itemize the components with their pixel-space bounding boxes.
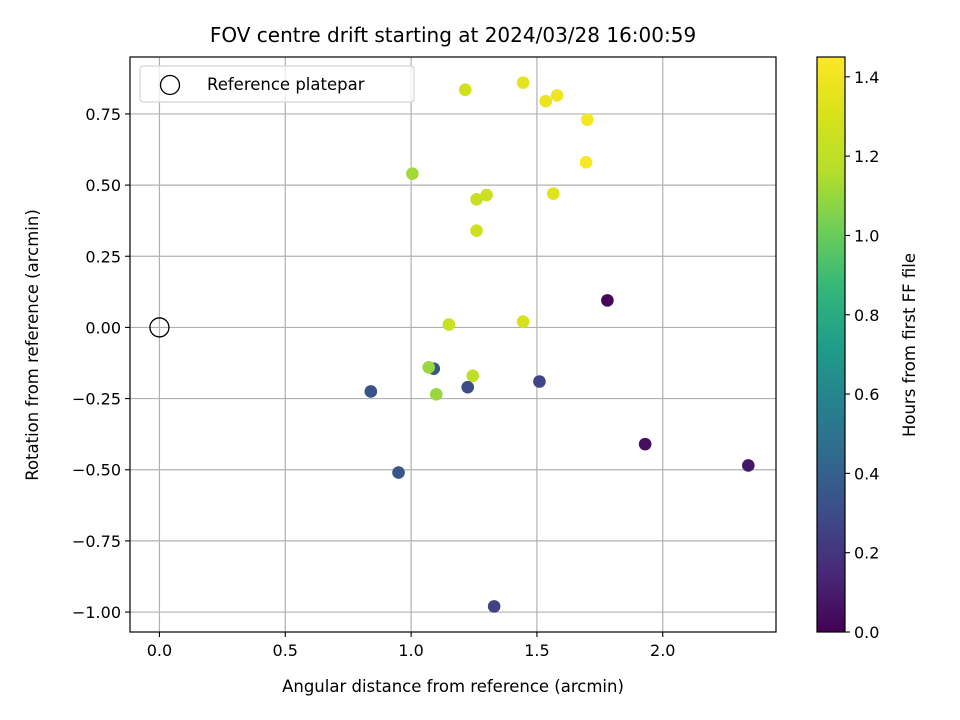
- scatter-point: [442, 318, 456, 331]
- scatter-point: [533, 375, 546, 388]
- x-tick-label: 2.0: [650, 641, 675, 660]
- scatter-point: [466, 369, 480, 383]
- y-tick-label: 0.00: [85, 318, 121, 337]
- scatter-point: [392, 466, 405, 479]
- colorbar-tick-label: 0.8: [854, 306, 879, 325]
- y-tick-label: 0.50: [85, 176, 121, 195]
- scatter-point: [470, 224, 483, 237]
- colorbar-tick-label: 1.2: [854, 147, 879, 166]
- y-tick-label: −0.75: [72, 532, 121, 551]
- y-tick-label: −0.50: [72, 461, 121, 480]
- scatter-point: [579, 156, 593, 169]
- x-tick-label: 1.5: [524, 641, 549, 660]
- colorbar-tick-label: 1.0: [854, 226, 879, 245]
- scatter-point: [580, 113, 594, 126]
- y-tick-label: 0.75: [85, 105, 121, 124]
- scatter-point: [550, 89, 564, 102]
- scatter-point: [422, 360, 436, 374]
- scatter-point: [461, 380, 475, 394]
- scatter-point: [406, 167, 419, 181]
- plot-frame: [129, 56, 777, 633]
- chart-title: FOV centre drift starting at 2024/03/28 …: [210, 23, 696, 47]
- scatter-point: [480, 188, 493, 202]
- x-axis-ticks: 0.0 0.5 1.0 1.5 2.0: [147, 632, 675, 660]
- scatter-point: [458, 83, 472, 97]
- legend-box: [139, 65, 415, 103]
- scatter-point: [742, 459, 755, 472]
- colorbar-ticks: 0.0 0.2 0.4 0.6 0.8 1.0 1.2 1.4: [845, 68, 879, 642]
- legend-marker: [159, 74, 181, 96]
- y-axis-ticks: −1.00 −0.75 −0.50 −0.25 0.00 0.25 0.50 0.75: [72, 105, 130, 622]
- scatter-point: [601, 294, 614, 307]
- scatter-point: [546, 187, 560, 200]
- scatter-point: [364, 385, 378, 398]
- colorbar-label: Hours from first FF file: [900, 253, 919, 437]
- reference-marker: [149, 317, 170, 338]
- grid-lines: [130, 57, 776, 632]
- scatter-point: [516, 315, 530, 329]
- x-tick-label: 0.5: [273, 641, 298, 660]
- colorbar-tick-label: 0.0: [854, 623, 879, 642]
- colorbar-tick-label: 1.4: [854, 68, 879, 87]
- data-points: [364, 76, 755, 613]
- scatter-point: [539, 94, 553, 108]
- scatter-point: [638, 437, 652, 451]
- legend-label: Reference platepar: [207, 75, 365, 94]
- scatter-point: [516, 76, 530, 89]
- scatter-point: [487, 600, 501, 613]
- colorbar-tick-label: 0.6: [854, 385, 879, 404]
- colorbar: [816, 56, 846, 633]
- x-axis-label: Angular distance from reference (arcmin): [282, 677, 624, 696]
- scatter-point: [429, 388, 443, 401]
- x-tick-label: 0.0: [147, 641, 172, 660]
- legend: Reference platepar: [139, 65, 415, 103]
- y-axis-label: Rotation from reference (arcmin): [23, 209, 42, 481]
- scatter-point: [470, 193, 483, 206]
- y-tick-label: −1.00: [72, 603, 121, 622]
- x-tick-label: 1.0: [398, 641, 423, 660]
- y-tick-label: −0.25: [72, 390, 121, 409]
- colorbar-tick-label: 0.2: [854, 544, 879, 563]
- y-tick-label: 0.25: [85, 247, 121, 266]
- colorbar-tick-label: 0.4: [854, 464, 879, 483]
